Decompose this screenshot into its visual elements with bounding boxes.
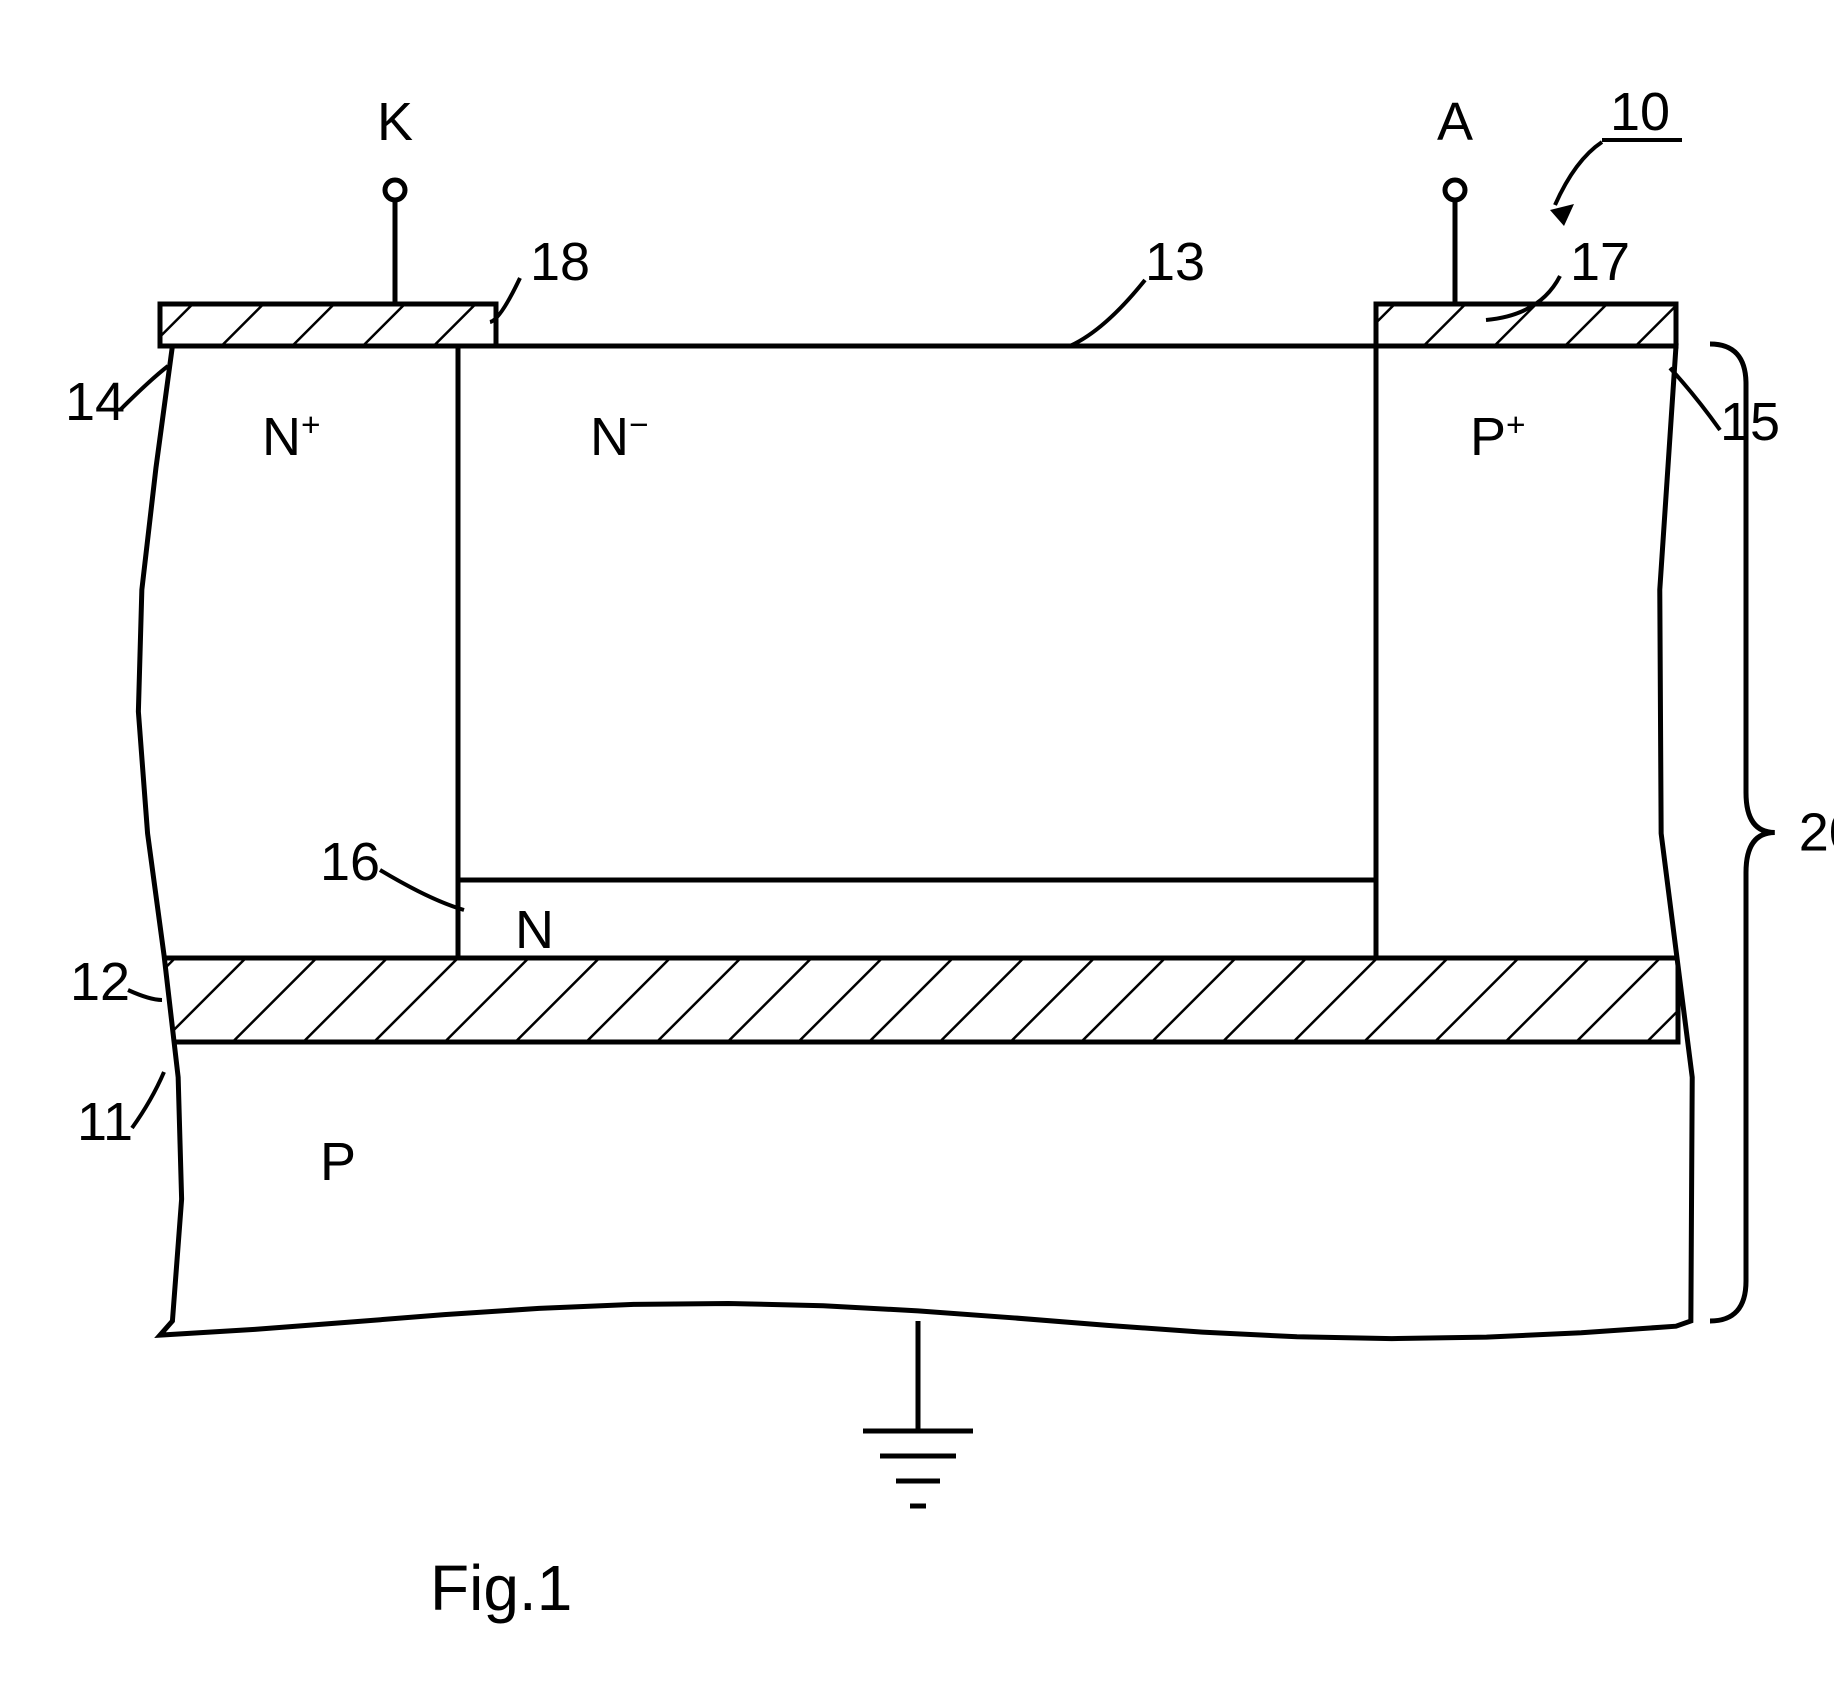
cathode-terminal-pin <box>385 180 405 200</box>
device-ref-hook <box>1555 142 1602 205</box>
ref-11-leader <box>132 1072 164 1128</box>
ref-17-ref: 17 <box>1570 232 1630 292</box>
brace-20-ref: 20 <box>1799 803 1834 863</box>
cross-section: K A N+ N− P+ N P 18 17 13 14 15 16 12 11 10 20 Fig.1 <box>65 82 1834 1624</box>
p-plus-label: P+ <box>1470 407 1526 467</box>
n-plus-label: N+ <box>262 407 321 467</box>
cathode-electrode <box>160 304 496 346</box>
substrate-label: P <box>320 1132 356 1192</box>
anode-terminal-label: A <box>1437 92 1473 152</box>
ref-14-leader <box>120 366 168 410</box>
ref-13-ref: 13 <box>1145 232 1205 292</box>
ref-15-ref: 15 <box>1720 392 1780 452</box>
ref-12-leader <box>128 990 162 1000</box>
ref-14-ref: 14 <box>65 372 125 432</box>
device-ref-arrowhead <box>1550 204 1574 226</box>
ref-13-leader <box>1070 280 1145 346</box>
n-minus-label: N− <box>590 407 649 467</box>
buried-n-label: N <box>515 900 554 960</box>
cathode-terminal-label: K <box>377 92 413 152</box>
ref-16-leader <box>380 870 464 910</box>
ref-18-ref: 18 <box>530 232 590 292</box>
semiconductor-cross-section: K A N+ N− P+ N P 18 17 13 14 15 16 12 11 10 20 Fig.1 <box>0 0 1834 1682</box>
ref-15-leader <box>1670 368 1720 430</box>
ref-11-ref: 11 <box>77 1092 133 1152</box>
ref-16-ref: 16 <box>320 832 380 892</box>
figure-caption: Fig.1 <box>430 1552 572 1624</box>
oxide-layer <box>158 958 1678 1042</box>
brace-20 <box>1710 344 1775 1321</box>
device-ref: 10 <box>1610 82 1670 142</box>
anode-terminal-pin <box>1445 180 1465 200</box>
buried-n-layer <box>458 880 1376 958</box>
ref-12-ref: 12 <box>70 952 130 1012</box>
